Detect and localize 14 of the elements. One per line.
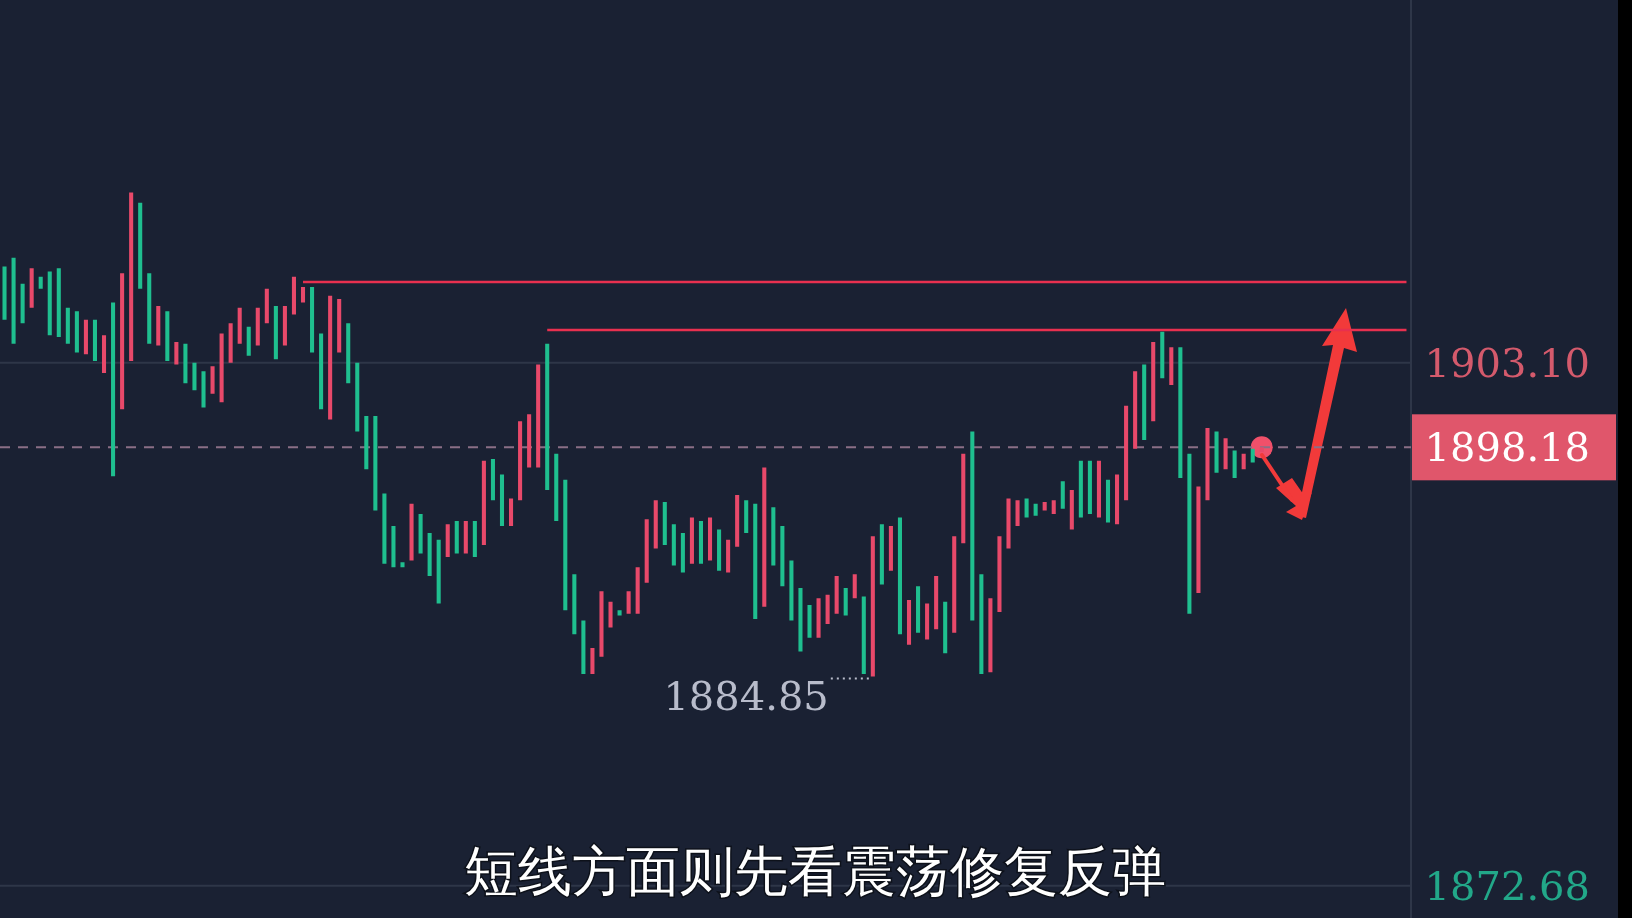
candlestick bbox=[201, 371, 206, 408]
ref-line-label: 1898.18 bbox=[1424, 424, 1590, 471]
candlestick bbox=[608, 601, 613, 628]
y-tick-label: 1872.68 bbox=[1424, 862, 1590, 909]
candlestick bbox=[599, 591, 604, 657]
candlestick bbox=[807, 605, 812, 638]
candlestick bbox=[798, 587, 803, 652]
candlestick bbox=[400, 562, 405, 568]
y-tick-label: 1903.10 bbox=[1424, 339, 1590, 386]
candlestick bbox=[1006, 498, 1011, 549]
candlestick bbox=[1205, 428, 1210, 501]
annotation: 短线方面则先看震荡修复反弹 bbox=[464, 840, 1166, 903]
candlestick bbox=[2, 266, 7, 320]
annotation: 1884.85 bbox=[663, 673, 829, 720]
